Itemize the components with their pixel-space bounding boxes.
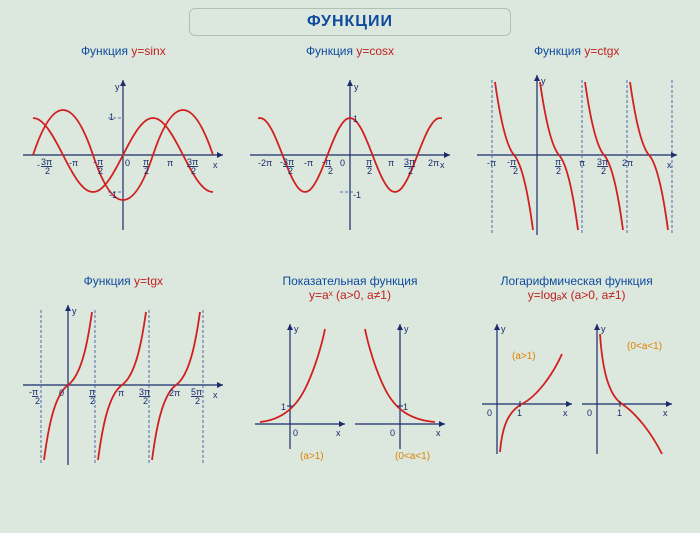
panel-sin: Функция y=sinx y x 1 -1 - 3π 2 -π - <box>10 40 237 270</box>
main-title: ФУНКЦИИ <box>307 13 393 30</box>
svg-text:1: 1 <box>353 114 358 124</box>
panel-tg-title: Функция y=tgx <box>10 274 237 288</box>
svg-text:2: 2 <box>90 396 95 406</box>
svg-text:2: 2 <box>195 396 200 406</box>
svg-text:2: 2 <box>513 166 518 176</box>
chart-grid: Функция y=sinx y x 1 -1 - 3π 2 -π - <box>0 40 700 500</box>
svg-text:(0<a<1): (0<a<1) <box>395 451 430 462</box>
panel-exp-title: Показательная функция y=aˣ (a>0, a≠1) <box>237 274 464 302</box>
svg-text:2: 2 <box>367 166 372 176</box>
svg-text:y: y <box>541 76 546 86</box>
svg-text:2: 2 <box>288 166 293 176</box>
svg-text:0: 0 <box>59 388 64 398</box>
ctg-chart: y x -π -π 2 π 2 π 3π 2 2π <box>467 60 687 250</box>
svg-text:π: π <box>579 158 585 168</box>
svg-text:x: x <box>667 160 672 170</box>
svg-text:-2π: -2π <box>258 158 272 168</box>
svg-text:y: y <box>72 306 77 316</box>
svg-text:2π: 2π <box>622 158 633 168</box>
svg-text:-1: -1 <box>109 190 117 200</box>
panel-log-title: Логарифмическая функция y=logₐx (a>0, a≠… <box>463 274 690 302</box>
svg-text:x: x <box>436 428 441 438</box>
svg-text:y: y <box>115 82 120 92</box>
panel-ctg: Функция y=ctgx y x -π -π 2 π 2 π <box>463 40 690 270</box>
svg-text:-: - <box>37 160 40 170</box>
svg-text:y: y <box>404 324 409 334</box>
svg-text:y: y <box>601 324 606 334</box>
svg-text:(a>1): (a>1) <box>300 451 324 462</box>
svg-text:π: π <box>388 158 394 168</box>
svg-text:x: x <box>213 390 218 400</box>
svg-text:π: π <box>167 158 173 168</box>
svg-text:y: y <box>294 324 299 334</box>
svg-text:-1: -1 <box>353 190 361 200</box>
panel-cos: Функция y=cosx y x 1 -1 -2π -3π 2 -π -π … <box>237 40 464 270</box>
svg-text:x: x <box>336 428 341 438</box>
log-chart: y x 0 1 (a>1) y x 0 1 (0<a<1) <box>467 304 687 474</box>
svg-text:1: 1 <box>617 408 622 418</box>
svg-text:2: 2 <box>35 396 40 406</box>
svg-text:x: x <box>663 408 668 418</box>
svg-text:2: 2 <box>98 166 103 176</box>
svg-text:1: 1 <box>403 402 408 412</box>
svg-text:2: 2 <box>143 396 148 406</box>
svg-text:2π: 2π <box>428 158 439 168</box>
panel-log: Логарифмическая функция y=logₐx (a>0, a≠… <box>463 270 690 500</box>
svg-text:-π: -π <box>69 158 78 168</box>
sin-chart: y x 1 -1 - 3π 2 -π - π 2 0 π 2 π 3π <box>13 60 233 250</box>
svg-text:2π: 2π <box>169 388 180 398</box>
tg-chart: y x -π 2 0 π 2 π 3π 2 2π 5π 2 <box>13 290 233 480</box>
panel-sin-title: Функция y=sinx <box>10 44 237 58</box>
panel-tg: Функция y=tgx y x -π 2 0 π 2 π 3π <box>10 270 237 500</box>
svg-text:0: 0 <box>125 158 130 168</box>
svg-text:π: π <box>118 388 124 398</box>
svg-text:2: 2 <box>191 166 196 176</box>
svg-text:(a>1): (a>1) <box>512 351 536 362</box>
svg-text:2: 2 <box>601 166 606 176</box>
svg-text:-π: -π <box>304 158 313 168</box>
panel-cos-title: Функция y=cosx <box>237 44 464 58</box>
svg-text:1: 1 <box>109 112 114 122</box>
svg-text:2: 2 <box>556 166 561 176</box>
svg-text:0: 0 <box>487 408 492 418</box>
svg-text:1: 1 <box>281 402 286 412</box>
svg-text:x: x <box>563 408 568 418</box>
svg-text:0: 0 <box>340 158 345 168</box>
cos-chart: y x 1 -1 -2π -3π 2 -π -π 2 0 π 2 π 3π 2 … <box>240 60 460 250</box>
svg-text:2: 2 <box>45 166 50 176</box>
svg-text:(0<a<1): (0<a<1) <box>627 341 662 352</box>
main-title-box: ФУНКЦИИ <box>189 8 511 36</box>
svg-text:0: 0 <box>390 428 395 438</box>
exp-chart: y x 1 0 (a>1) y x 1 0 (0<a<1) <box>240 304 460 474</box>
svg-text:-π: -π <box>487 158 496 168</box>
svg-text:2: 2 <box>144 166 149 176</box>
svg-text:y: y <box>354 82 359 92</box>
svg-text:x: x <box>440 160 445 170</box>
svg-text:2: 2 <box>328 166 333 176</box>
panel-ctg-title: Функция y=ctgx <box>463 44 690 58</box>
svg-text:0: 0 <box>293 428 298 438</box>
svg-text:0: 0 <box>587 408 592 418</box>
svg-text:1: 1 <box>517 408 522 418</box>
svg-text:-: - <box>93 157 96 167</box>
svg-text:2: 2 <box>408 166 413 176</box>
svg-text:x: x <box>213 160 218 170</box>
svg-text:y: y <box>501 324 506 334</box>
panel-exp: Показательная функция y=aˣ (a>0, a≠1) y … <box>237 270 464 500</box>
